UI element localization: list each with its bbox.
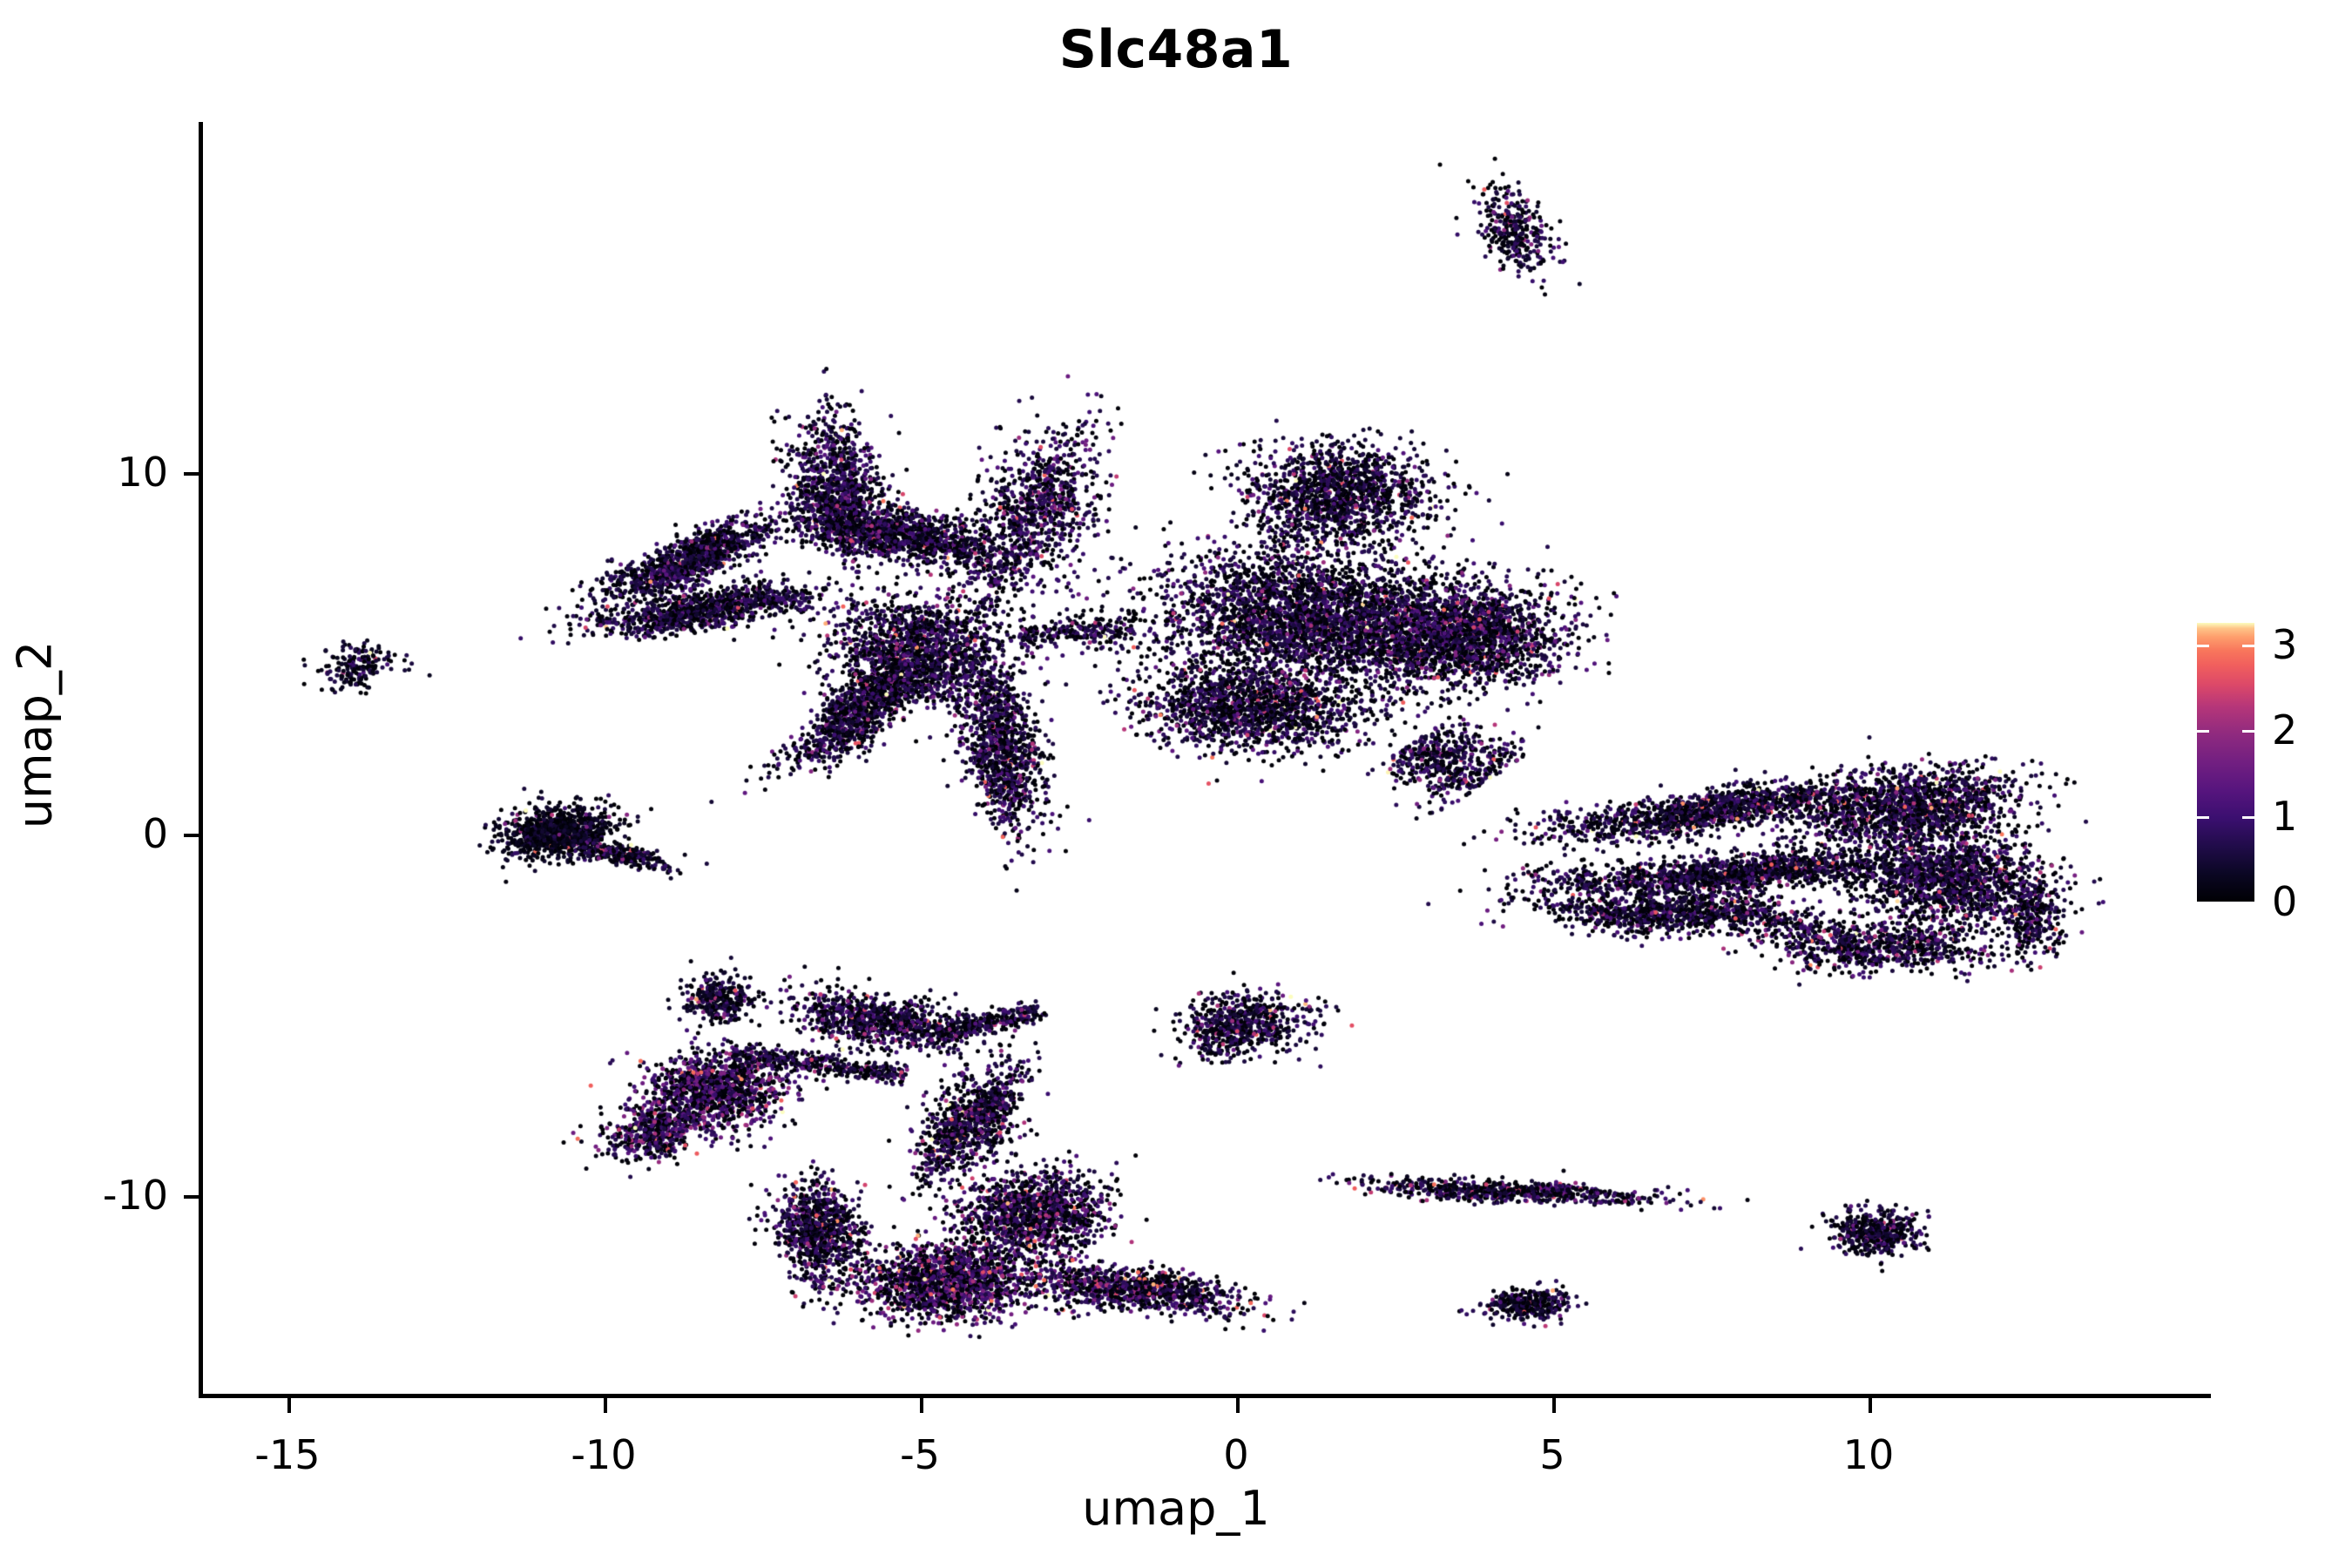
colorbar-tick [2197, 730, 2254, 733]
colorbar-tick-label: 1 [2272, 792, 2298, 840]
x-axis-spine [199, 1394, 2211, 1398]
x-tick-label: -5 [900, 1431, 940, 1478]
colorbar-tick [2197, 815, 2254, 819]
y-axis-spine [199, 122, 203, 1398]
x-tick-label: 0 [1223, 1431, 1249, 1478]
y-tick-label: -10 [102, 1172, 168, 1219]
plot-axes: -15 -10 -5 0 5 10 10 0 -10 [103, 122, 2211, 1478]
colorbar-tick [2197, 644, 2254, 647]
x-tick-label: -15 [254, 1431, 321, 1478]
x-tick [604, 1398, 607, 1413]
x-tick [920, 1398, 923, 1413]
x-axis-label: umap_1 [1082, 1481, 1270, 1536]
y-axis-label: umap_2 [7, 640, 63, 829]
page-title: Slc48a1 [1058, 19, 1294, 80]
colorbar-tick-label: 0 [2272, 878, 2298, 925]
x-tick [1869, 1398, 1872, 1413]
y-tick-label: 0 [142, 810, 168, 857]
y-tick [184, 1195, 199, 1199]
x-tick-label: 10 [1842, 1431, 1895, 1478]
y-tick [184, 834, 199, 837]
x-tick [1236, 1398, 1240, 1413]
x-tick-label: -10 [571, 1431, 637, 1478]
colorbar-tick-label: 2 [2272, 706, 2298, 754]
x-tick-label: 5 [1539, 1431, 1565, 1478]
x-tick [1552, 1398, 1556, 1413]
colorbar-tick-label: 3 [2272, 620, 2298, 668]
x-tick [287, 1398, 291, 1413]
colorbar-gradient [2197, 623, 2254, 902]
colorbar-tick [2197, 902, 2254, 904]
y-tick-label: 10 [117, 449, 168, 496]
scatter-canvas [199, 122, 2211, 1398]
y-tick [184, 472, 199, 476]
